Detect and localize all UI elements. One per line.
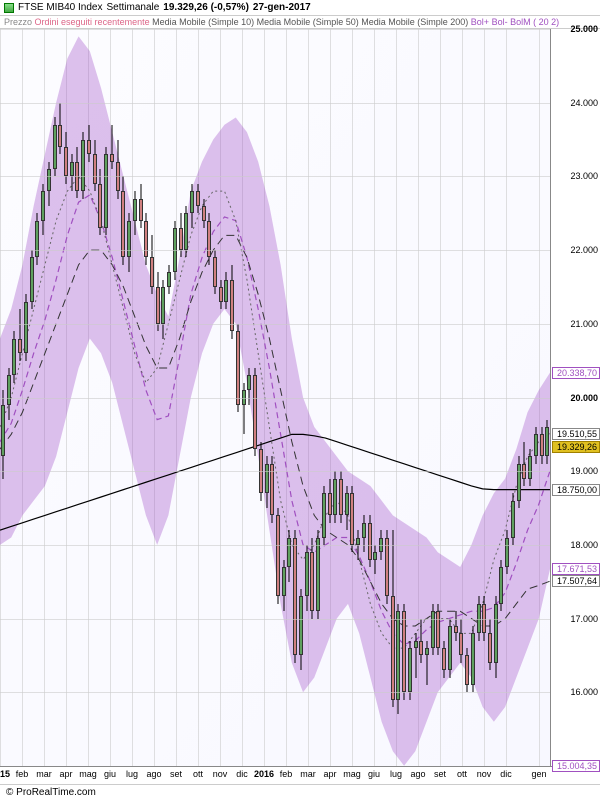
candle-icon	[4, 3, 14, 13]
footer-bar: © ProRealTime.com	[0, 784, 600, 800]
chart-area[interactable]: www.ProRealTime.com 15.00016.00017.00018…	[0, 29, 600, 766]
legend-ma50: Media Mobile (Simple 50)	[257, 17, 359, 27]
legend-ordini: Ordini eseguiti recentemente	[35, 17, 150, 27]
y-axis: 15.00016.00017.00018.00019.00020.00021.0…	[550, 29, 600, 766]
x-axis: 2015febmaraprmaggiulugagosetottnovdic201…	[0, 766, 600, 784]
price-label: 19.329,26 (-0,57%)	[163, 2, 249, 13]
legend-ma10: Media Mobile (Simple 10)	[152, 17, 254, 27]
legend-bolm: Bol-	[492, 17, 508, 27]
chart-header: FTSE MIB40 Index Settimanale 19.329,26 (…	[0, 0, 600, 16]
legend-prezzo: Prezzo	[4, 17, 32, 27]
copyright: © ProRealTime.com	[6, 787, 96, 798]
legend-bar: Prezzo Ordini eseguiti recentemente Medi…	[0, 16, 600, 29]
legend-ma200: Media Mobile (Simple 200)	[361, 17, 468, 27]
symbol-label: FTSE MIB40 Index	[18, 2, 102, 13]
timeframe-label: Settimanale	[106, 2, 159, 13]
legend-bolp: Bol+	[471, 17, 489, 27]
legend-boll: BolM ( 20 2)	[510, 17, 559, 27]
date-label: 27-gen-2017	[253, 2, 311, 13]
